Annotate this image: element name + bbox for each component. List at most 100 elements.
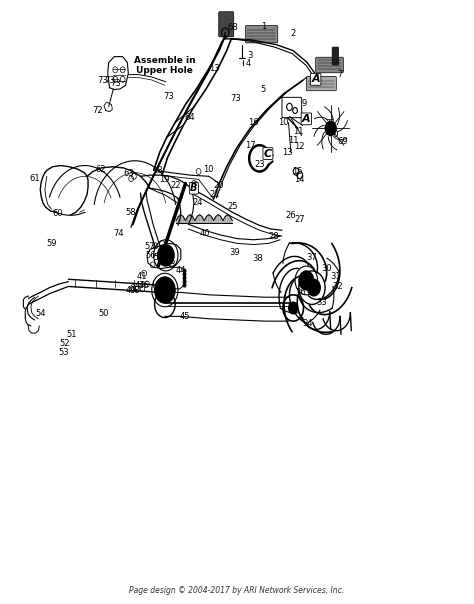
Polygon shape [218, 214, 220, 223]
Text: 33: 33 [316, 298, 327, 306]
Text: 47: 47 [134, 281, 145, 290]
Polygon shape [192, 216, 195, 223]
Text: 53: 53 [58, 348, 69, 357]
Circle shape [325, 121, 337, 136]
FancyBboxPatch shape [306, 76, 337, 91]
Polygon shape [216, 214, 218, 223]
Text: 38: 38 [252, 254, 263, 263]
Polygon shape [200, 214, 202, 223]
Text: 49: 49 [126, 286, 137, 295]
Text: 68: 68 [227, 24, 237, 33]
Text: 70: 70 [328, 130, 339, 139]
Text: 24: 24 [192, 198, 202, 207]
Polygon shape [223, 216, 225, 223]
Text: 73: 73 [98, 76, 109, 85]
Polygon shape [178, 214, 181, 223]
Text: 41: 41 [137, 272, 147, 281]
Text: 9: 9 [302, 99, 307, 108]
Text: 62: 62 [95, 165, 106, 173]
Text: 37: 37 [307, 252, 317, 262]
Text: 14: 14 [294, 175, 305, 184]
Text: 21: 21 [210, 190, 220, 199]
Text: 32: 32 [332, 282, 343, 291]
Text: 64: 64 [185, 113, 195, 122]
Text: 40: 40 [200, 230, 210, 238]
Text: 3: 3 [247, 51, 253, 60]
Polygon shape [207, 214, 209, 223]
Text: 19: 19 [159, 175, 169, 184]
Text: 48: 48 [130, 286, 141, 295]
Text: 63: 63 [123, 170, 134, 178]
Text: 10: 10 [278, 118, 288, 127]
Circle shape [307, 279, 320, 296]
Text: 52: 52 [59, 339, 70, 349]
Text: Assemble in
Upper Hole: Assemble in Upper Hole [134, 56, 195, 76]
Text: 46: 46 [139, 281, 150, 290]
Text: 11: 11 [292, 127, 303, 136]
Text: 44: 44 [175, 266, 186, 275]
Text: 73: 73 [231, 94, 241, 103]
Circle shape [183, 272, 186, 276]
Text: 27: 27 [294, 215, 305, 224]
Text: B: B [190, 183, 198, 193]
Polygon shape [183, 216, 185, 223]
Text: 2: 2 [291, 30, 296, 39]
Text: 1: 1 [261, 22, 266, 31]
Polygon shape [230, 216, 232, 223]
Polygon shape [195, 216, 197, 223]
Text: 11: 11 [288, 136, 299, 145]
Text: 42: 42 [164, 251, 175, 260]
Text: 31: 31 [330, 272, 341, 281]
Polygon shape [214, 216, 216, 223]
Polygon shape [225, 214, 228, 223]
Polygon shape [211, 216, 214, 223]
Circle shape [183, 276, 186, 280]
Text: 73: 73 [110, 79, 120, 88]
Text: 10: 10 [203, 165, 213, 173]
Polygon shape [204, 216, 207, 223]
Text: 16: 16 [247, 118, 258, 127]
FancyBboxPatch shape [332, 47, 338, 65]
Text: 69: 69 [337, 137, 348, 146]
Polygon shape [188, 214, 190, 223]
Circle shape [183, 283, 186, 287]
Text: 61: 61 [29, 174, 40, 183]
Text: 22: 22 [171, 181, 182, 190]
Text: 43: 43 [165, 260, 176, 269]
Text: 28: 28 [268, 232, 279, 240]
Text: 72: 72 [92, 106, 103, 115]
Circle shape [157, 245, 174, 266]
Text: 59: 59 [46, 239, 57, 248]
Text: 57: 57 [145, 242, 155, 251]
Text: 7: 7 [337, 70, 343, 79]
Text: A: A [302, 114, 310, 124]
Text: Page design © 2004-2017 by ARI Network Services, Inc.: Page design © 2004-2017 by ARI Network S… [129, 586, 345, 595]
Text: 73: 73 [163, 92, 174, 101]
Circle shape [299, 271, 314, 290]
Text: 13: 13 [283, 149, 293, 158]
Text: 20: 20 [213, 181, 224, 190]
Text: 23: 23 [254, 160, 265, 169]
Text: 50: 50 [99, 309, 109, 318]
Polygon shape [176, 216, 178, 223]
Polygon shape [209, 214, 211, 223]
Text: 55: 55 [153, 253, 164, 262]
Text: A: A [311, 74, 320, 85]
FancyBboxPatch shape [316, 57, 343, 73]
Polygon shape [202, 216, 204, 223]
Text: 74: 74 [114, 230, 124, 238]
FancyBboxPatch shape [219, 11, 234, 37]
Text: 34: 34 [302, 319, 312, 328]
Text: 26: 26 [285, 211, 296, 220]
Text: 58: 58 [125, 208, 136, 217]
Polygon shape [181, 214, 183, 223]
Text: 51: 51 [67, 330, 77, 339]
Text: 60: 60 [53, 209, 64, 218]
Text: 5: 5 [261, 85, 266, 94]
Text: 15: 15 [292, 167, 302, 176]
Text: 39: 39 [229, 248, 239, 257]
Circle shape [183, 280, 186, 283]
Text: 17: 17 [245, 141, 255, 150]
Text: 45: 45 [179, 312, 190, 321]
Text: 30: 30 [322, 264, 332, 273]
